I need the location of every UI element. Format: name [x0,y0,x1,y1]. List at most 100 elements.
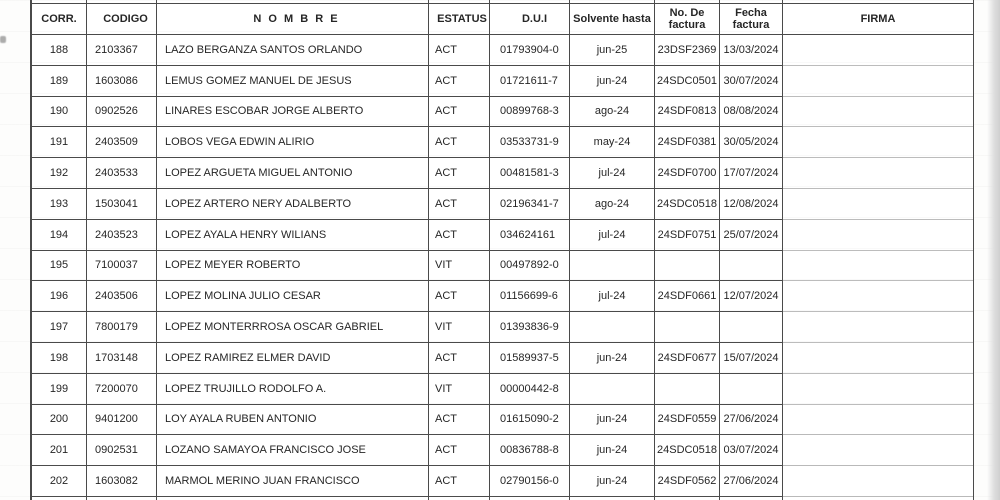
cell-estatus: ACT [429,188,490,220]
cell-factura_no: 24SDF0751 [655,219,720,251]
cell-dui: 01156699-6 [490,281,570,313]
cell-factura_fecha [720,250,783,282]
next-row-stub-solvente [570,496,655,500]
column-header-corr: CORR. [32,4,87,35]
cell-firma [783,251,973,282]
cell-factura_no: 24SDC0501 [655,65,720,97]
cell-codigo: 7100037 [87,250,157,282]
cell-solvente: jun-24 [570,65,655,97]
cell-firma [783,66,973,97]
cell-nombre: LOPEZ ARTERO NERY ADALBERTO [157,188,429,220]
cell-solvente: ago-24 [570,188,655,220]
prev-row-stub-dui [490,0,570,4]
column-header-solvente: Solvente hasta [570,4,655,35]
cell-solvente: jul-24 [570,219,655,251]
cell-firma [783,220,973,251]
cell-corr: 197 [32,312,87,343]
cell-estatus: VIT [429,250,490,282]
column-header-estatus: ESTATUS [429,4,490,35]
column-header-factura_no: No. De factura [655,4,720,35]
cell-estatus: ACT [429,342,490,374]
cell-codigo: 2403509 [87,127,157,159]
page-edge-shadow [987,0,1000,500]
cell-factura_no [655,250,720,282]
cell-nombre: LOPEZ ARGUETA MIGUEL ANTONIO [157,158,429,189]
next-row-stub-factura_fecha [720,496,783,500]
cell-nombre: MARMOL MERINO JUAN FRANCISCO [157,466,429,497]
cell-estatus: ACT [429,158,490,189]
cell-solvente: jun-25 [570,35,655,66]
cell-corr: 191 [32,127,87,159]
cell-factura_fecha: 27/06/2024 [720,466,783,497]
cell-factura_fecha: 27/06/2024 [720,404,783,436]
cell-estatus: ACT [429,281,490,313]
cell-factura_no: 24SDF0559 [655,404,720,436]
cell-factura_fecha: 15/07/2024 [720,342,783,374]
column-header-codigo: CODIGO [87,4,157,35]
cell-solvente: jun-24 [570,435,655,467]
cell-codigo: 1703148 [87,342,157,374]
cell-firma [783,35,973,66]
cell-factura_no: 24SDF0381 [655,127,720,159]
cell-codigo: 0902531 [87,435,157,467]
cell-firma [783,466,973,497]
cell-codigo: 7200070 [87,373,157,405]
next-row-stub-codigo [87,496,157,500]
cell-corr: 189 [32,65,87,97]
cell-codigo: 2403533 [87,158,157,189]
cell-codigo: 9401200 [87,404,157,436]
cell-corr: 200 [32,404,87,436]
cell-corr: 202 [32,466,87,497]
cell-factura_no: 24SDF0700 [655,158,720,189]
cell-corr: 194 [32,219,87,251]
cell-codigo: 1503041 [87,188,157,220]
cell-estatus: ACT [429,219,490,251]
cell-estatus: ACT [429,466,490,497]
prev-row-stub-codigo [87,0,157,4]
column-header-firma: FIRMA [783,4,973,35]
cell-factura_fecha: 08/08/2024 [720,96,783,128]
prev-row-stub-factura_no [655,0,720,4]
cell-estatus: ACT [429,35,490,66]
cell-solvente: jun-24 [570,404,655,436]
cell-nombre: LOPEZ RAMIREZ ELMER DAVID [157,342,429,374]
cell-factura_fecha: 13/03/2024 [720,35,783,66]
page-edge-smudge [0,36,6,43]
cell-dui: 034624161 [490,219,570,251]
cell-firma [783,158,973,189]
cell-codigo: 0902526 [87,96,157,128]
cell-factura_fecha [720,312,783,343]
cell-firma [783,405,973,436]
cell-firma [783,189,973,220]
cell-factura_no: 24SDF0677 [655,342,720,374]
cell-firma [783,281,973,313]
cell-nombre: LOPEZ MOLINA JULIO CESAR [157,281,429,313]
roster-table: CORR. CODIGO N O M B R E ESTATUS D.U.I Solven… [30,0,974,500]
cell-solvente [570,250,655,282]
cell-nombre: LAZO BERGANZA SANTOS ORLANDO [157,35,429,66]
prev-row-stub-nombre [157,0,429,4]
cell-factura_fecha: 30/05/2024 [720,127,783,159]
cell-estatus: VIT [429,373,490,405]
cell-estatus: ACT [429,435,490,467]
cell-nombre: LINARES ESCOBAR JORGE ALBERTO [157,96,429,128]
cell-codigo: 7800179 [87,312,157,343]
cell-codigo: 2403523 [87,219,157,251]
cell-factura_no: 24SDF0562 [655,466,720,497]
cell-solvente: may-24 [570,127,655,159]
next-row-stub-factura_no [655,496,720,500]
cell-factura_no: 24SDF0661 [655,281,720,313]
cell-factura_no [655,373,720,405]
cell-dui: 02196341-7 [490,188,570,220]
cell-nombre: LOPEZ MEYER ROBERTO [157,250,429,282]
cell-nombre: LOPEZ MONTERRROSA OSCAR GABRIEL [157,312,429,343]
prev-row-stub-factura_fecha [720,0,783,4]
cell-corr: 190 [32,96,87,128]
cell-solvente [570,373,655,405]
cell-factura_fecha: 03/07/2024 [720,435,783,467]
cell-nombre: LOPEZ TRUJILLO RODOLFO A. [157,373,429,405]
cell-firma [783,343,973,374]
cell-nombre: LOBOS VEGA EDWIN ALIRIO [157,127,429,159]
cell-solvente: jul-24 [570,281,655,313]
